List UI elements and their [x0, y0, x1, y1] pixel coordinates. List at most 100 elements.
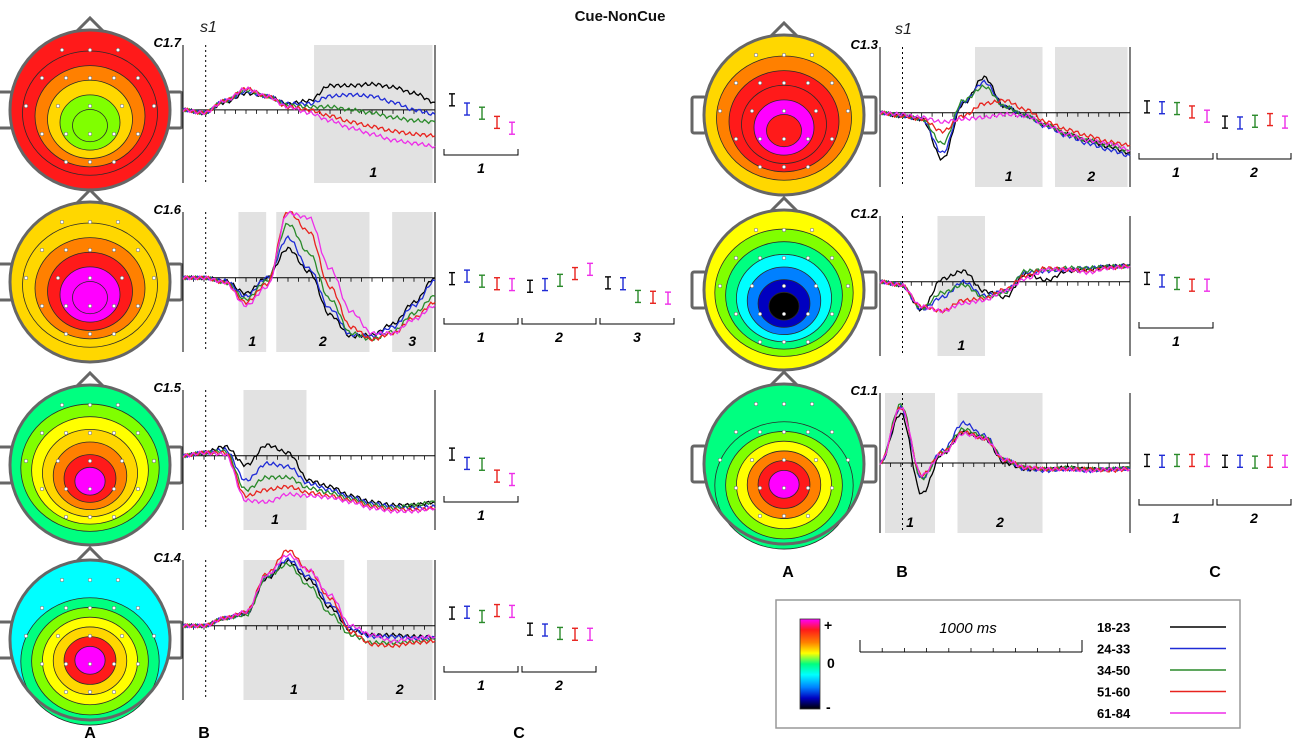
electrode-dot [39, 430, 45, 436]
electrode-dot [781, 164, 787, 170]
bracket-label: 2 [554, 677, 563, 693]
electrode-dot [111, 331, 117, 337]
window-bracket [443, 496, 519, 503]
electrode-dot [781, 401, 787, 407]
column-letter-c-left: C [513, 725, 525, 742]
topomap-head-outline [702, 382, 866, 546]
analysis-window-1 [937, 216, 985, 356]
electrode-dot [87, 514, 93, 520]
analysis-window-2 [276, 212, 370, 352]
topomap-head-outline [8, 383, 172, 547]
electrode-dot [111, 689, 117, 695]
electrode-dot [63, 689, 69, 695]
electrode-dot [135, 605, 141, 611]
electrode-dot [757, 485, 763, 491]
analysis-window-label: 1 [290, 681, 298, 697]
electrode-dot [781, 485, 787, 491]
component-label: C1.6 [154, 202, 182, 217]
electrode-dot [781, 52, 787, 58]
window-bracket [521, 318, 597, 325]
erp-line-18-23 [182, 443, 436, 508]
erp-line-61-84 [879, 263, 1131, 313]
electrode-dot [805, 485, 811, 491]
electrode-dot [135, 303, 141, 309]
component-label: C1.7 [154, 35, 182, 50]
electrode-dot [717, 283, 723, 289]
electrode-dot [111, 605, 117, 611]
electrode-dot [87, 689, 93, 695]
erp-plot-C1.3: 1 2 C1.3 [851, 37, 1131, 187]
legend-label-51-60: 51-60 [1097, 685, 1130, 700]
analysis-window-1 [243, 560, 345, 700]
electrode-dot [733, 255, 739, 261]
electrode-dot [59, 219, 65, 225]
electrode-dot [717, 108, 723, 114]
topomap-contour [768, 469, 800, 499]
electrode-dot [749, 283, 755, 289]
stimulus-onset-label: s1 [895, 21, 912, 38]
electrode-dot [733, 80, 739, 86]
electrode-dot [805, 513, 811, 519]
stimulus-onset-label: s1 [200, 19, 217, 36]
bracket-label: 1 [1172, 333, 1180, 349]
electrode-dot [63, 605, 69, 611]
electrode-dot [781, 429, 787, 435]
component-label: C1.1 [851, 383, 878, 398]
electrode-dot [87, 633, 93, 639]
component-panel-C1.4: 1 2C1.41 2 [0, 545, 597, 726]
electrode-dot [111, 430, 117, 436]
electrode-dot [87, 402, 93, 408]
electrode-dot [87, 430, 93, 436]
electrode-dot [115, 219, 121, 225]
window-bracket [443, 666, 519, 673]
electrode-dot [115, 577, 121, 583]
group-legend: 18-23 24-33 34-50 51-60 61-84 [1097, 620, 1226, 721]
electrode-dot [753, 401, 759, 407]
electrode-dot [753, 52, 759, 58]
electrode-dot [805, 164, 811, 170]
component-panel-C1.3: 1 2C1.31 2 [690, 20, 1292, 197]
mean-amplitude-bars-C1.5: 1 [443, 447, 519, 523]
erp-plot-C1.6: 1 2 3 C1.6 [154, 202, 436, 352]
time-scale-bar [859, 640, 1083, 653]
erp-line-34-50 [182, 561, 436, 646]
window-bracket [443, 318, 519, 325]
component-panel-C1.7: 1 C1.7 1 [0, 15, 519, 192]
electrode-dot [87, 219, 93, 225]
electrode-dot [757, 513, 763, 519]
electrode-dot [87, 47, 93, 53]
colorbar-zero-label: 0 [827, 655, 835, 671]
erp-line-61-84 [182, 210, 436, 337]
legend-label-34-50: 34-50 [1097, 663, 1130, 678]
figure-title: Cue-NonCue [575, 8, 666, 25]
electrode-dot [809, 52, 815, 58]
analysis-window-label: 2 [1086, 168, 1095, 184]
topomap-C1.3 [690, 20, 878, 197]
erp-line-24-33 [879, 79, 1131, 158]
erp-plot-C1.2: 1 C1.2 [851, 206, 1131, 356]
electrode-dot [111, 661, 117, 667]
electrode-dot [717, 457, 723, 463]
electrode-dot [781, 457, 787, 463]
electrode-dot [781, 255, 787, 261]
bracket-label: 3 [633, 329, 641, 345]
electrode-dot [813, 108, 819, 114]
legend-label-18-23: 18-23 [1097, 620, 1130, 635]
column-letter-a-left: A [84, 725, 96, 742]
electrode-dot [111, 131, 117, 137]
erp-line-18-23 [182, 246, 436, 339]
window-bracket [1138, 499, 1214, 506]
electrode-dot [39, 661, 45, 667]
topomap-contour [72, 281, 108, 315]
electrode-dot [151, 633, 157, 639]
electrode-dot [87, 458, 93, 464]
component-label: C1.4 [154, 550, 182, 565]
erp-plot-C1.1: 1 2 C1.1 [851, 383, 1131, 533]
component-label: C1.3 [851, 37, 879, 52]
electrode-dot [757, 136, 763, 142]
electrode-dot [63, 247, 69, 253]
electrode-dot [23, 458, 29, 464]
electrode-dot [845, 108, 851, 114]
legend: + 0 - 1000 ms 18-23 24-33 34-50 51-60 61-84 [775, 599, 1241, 729]
electrode-dot [781, 80, 787, 86]
